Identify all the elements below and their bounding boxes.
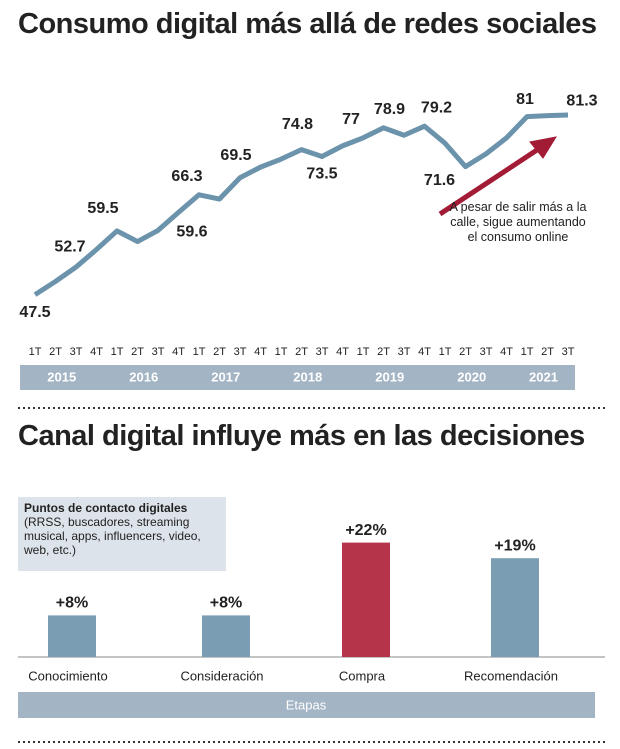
x-tick-label: 3T bbox=[152, 346, 165, 358]
legend-title: Puntos de contacto digitales bbox=[24, 501, 188, 515]
x-tick-label: Compra bbox=[339, 668, 386, 683]
data-label: 81 bbox=[516, 91, 534, 108]
x-tick-label: 3T bbox=[562, 346, 575, 358]
x-tick-label: 1T bbox=[521, 346, 534, 358]
x-tick-label: 3T bbox=[398, 346, 411, 358]
x-tick-label: 1T bbox=[29, 346, 42, 358]
x-tick-label: 3T bbox=[480, 346, 493, 358]
data-label: 71.6 bbox=[424, 172, 455, 189]
data-label: +8% bbox=[210, 595, 242, 612]
legend-text: (RRSS, buscadores, streaming musical, ap… bbox=[24, 515, 201, 557]
data-label: 52.7 bbox=[54, 238, 85, 255]
annotation: A pesar de salir más a la calle, sigue a… bbox=[449, 200, 587, 244]
year-band bbox=[430, 365, 514, 390]
x-tick-label: 2T bbox=[295, 346, 308, 358]
year-band bbox=[512, 365, 575, 390]
data-label: 77 bbox=[342, 111, 360, 128]
data-label: +8% bbox=[56, 595, 88, 612]
x-tick-label: 1T bbox=[111, 346, 124, 358]
data-label: 47.5 bbox=[19, 304, 50, 321]
x-tick-label: 4T bbox=[336, 346, 349, 358]
chart-title: Canal digital influye más en las decisio… bbox=[18, 420, 585, 452]
data-label: 59.6 bbox=[176, 224, 207, 241]
data-label: 78.9 bbox=[374, 101, 405, 118]
data-label: 74.8 bbox=[282, 116, 313, 133]
year-band bbox=[20, 365, 104, 390]
data-label: 79.2 bbox=[421, 99, 452, 116]
x-tick-label: 2T bbox=[377, 346, 390, 358]
data-label: 73.5 bbox=[306, 166, 337, 183]
x-axis-label: Etapas bbox=[286, 697, 327, 712]
bar bbox=[342, 542, 390, 657]
x-tick-label: 4T bbox=[500, 346, 513, 358]
legend-box: Puntos de contacto digitales (RRSS, busc… bbox=[18, 497, 226, 571]
x-tick-label: 1T bbox=[193, 346, 206, 358]
year-band bbox=[266, 365, 350, 390]
chart-title: Consumo digital más allá de redes social… bbox=[18, 8, 597, 40]
data-line bbox=[33, 112, 569, 297]
year-band bbox=[348, 365, 432, 390]
arrow-head bbox=[529, 136, 558, 159]
bar bbox=[48, 615, 96, 657]
x-tick-label: 4T bbox=[254, 346, 267, 358]
data-label: 59.5 bbox=[87, 200, 118, 217]
x-tick-label: 2T bbox=[213, 346, 226, 358]
x-tick-label: Conocimiento bbox=[28, 668, 108, 683]
year-label: 2016 bbox=[129, 369, 158, 384]
x-tick-label: 3T bbox=[316, 346, 329, 358]
data-label: 66.3 bbox=[171, 168, 202, 185]
x-tick-label: Consideración bbox=[180, 668, 263, 683]
year-band bbox=[184, 365, 268, 390]
data-label: 81.3 bbox=[566, 92, 597, 109]
x-tick-label: 2T bbox=[131, 346, 144, 358]
bar bbox=[202, 615, 250, 657]
annotation-arrow bbox=[438, 145, 542, 217]
x-tick-label: 2T bbox=[541, 346, 554, 358]
year-label: 2021 bbox=[529, 369, 558, 384]
year-band bbox=[102, 365, 186, 390]
x-tick-label: Recomendación bbox=[464, 668, 558, 683]
year-label: 2018 bbox=[293, 369, 322, 384]
x-tick-label: 4T bbox=[418, 346, 431, 358]
bar bbox=[491, 558, 539, 657]
data-label: +22% bbox=[345, 522, 386, 539]
x-axis-band bbox=[18, 692, 595, 718]
data-label: +19% bbox=[494, 537, 535, 554]
year-label: 2017 bbox=[211, 369, 240, 384]
x-tick-label: 1T bbox=[357, 346, 370, 358]
x-tick-label: 2T bbox=[49, 346, 62, 358]
year-label: 2015 bbox=[47, 369, 76, 384]
year-label: 2020 bbox=[457, 369, 486, 384]
x-tick-label: 4T bbox=[172, 346, 185, 358]
x-tick-label: 3T bbox=[70, 346, 83, 358]
x-tick-label: 1T bbox=[439, 346, 452, 358]
year-label: 2019 bbox=[375, 369, 404, 384]
x-tick-label: 1T bbox=[275, 346, 288, 358]
x-tick-label: 2T bbox=[459, 346, 472, 358]
x-tick-label: 4T bbox=[90, 346, 103, 358]
data-label: 69.5 bbox=[220, 147, 251, 164]
x-tick-label: 3T bbox=[234, 346, 247, 358]
